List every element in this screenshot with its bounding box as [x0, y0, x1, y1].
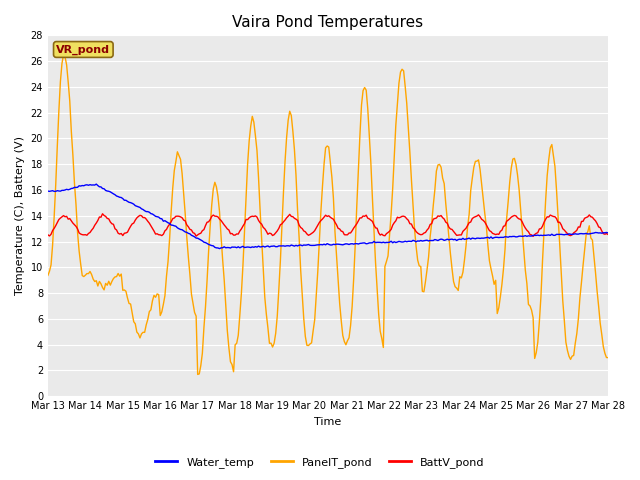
Title: Vaira Pond Temperatures: Vaira Pond Temperatures [232, 15, 424, 30]
Text: VR_pond: VR_pond [56, 44, 110, 55]
Y-axis label: Temperature (C), Battery (V): Temperature (C), Battery (V) [15, 136, 25, 295]
Legend: Water_temp, PanelT_pond, BattV_pond: Water_temp, PanelT_pond, BattV_pond [151, 452, 489, 472]
X-axis label: Time: Time [314, 417, 342, 427]
